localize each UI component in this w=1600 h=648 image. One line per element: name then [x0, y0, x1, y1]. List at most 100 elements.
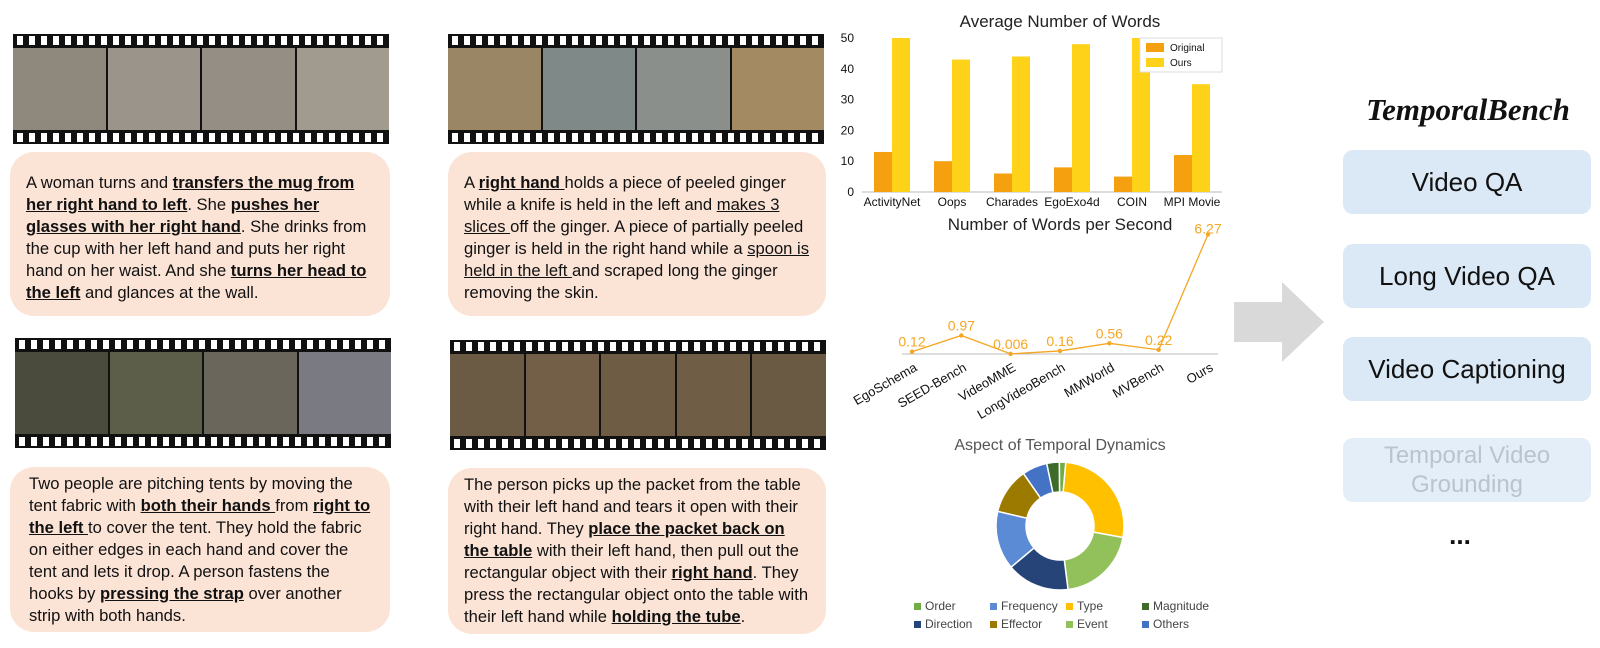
highlighted-phrase: pushes her glasses with her right hand: [26, 195, 320, 236]
more-tasks-ellipsis: ...: [1449, 520, 1471, 550]
data-point: [1205, 232, 1211, 237]
legend-row: Direction Effector Event Others: [914, 615, 1224, 633]
caption-text: over another strip with both hands.: [29, 584, 342, 625]
legend-label: Event: [1077, 617, 1108, 631]
video-frame: [15, 352, 108, 434]
y-tick-label: 10: [841, 154, 855, 168]
highlighted-phrase: spoon is held in the left: [464, 239, 810, 280]
legend-swatch: [1142, 620, 1149, 628]
pie-legend: Order Frequency Type Magnitude Direction Effe…: [914, 597, 1224, 633]
caption-text: . She drinks from the cup with her left …: [26, 217, 367, 280]
legend-item: Effector: [990, 615, 1066, 633]
highlighted-phrase: right hand: [478, 173, 565, 192]
caption-text: and scraped long the ginger removing the…: [464, 261, 778, 302]
highlighted-phrase: right to the left: [29, 496, 371, 537]
bar-original: [994, 173, 1012, 192]
bar-ours: [892, 38, 910, 192]
film-strip-bottom-right: [450, 340, 826, 450]
legend-label: Frequency: [1001, 599, 1058, 613]
line-chart: 0.120.970.006 0.16 0.56 0.226.27EgoSchemaSE…: [851, 220, 1222, 422]
legend-label: Ours: [1170, 58, 1192, 69]
bar-ours: [1132, 38, 1150, 192]
data-point: [1057, 348, 1063, 354]
highlighted-phrase: turns her head to the left: [26, 261, 367, 302]
legend-item: Magnitude: [1142, 597, 1212, 615]
video-frame: [601, 354, 675, 436]
legend-item: Others: [1142, 615, 1212, 633]
legend-swatch: [1066, 620, 1073, 628]
video-frame: [448, 48, 541, 130]
caption-text: to cover the tent. They hold the fabric …: [29, 518, 362, 603]
legend-label: Type: [1077, 599, 1104, 613]
y-tick-label: 40: [841, 62, 855, 76]
caption-text: and glances at the wall.: [80, 283, 259, 302]
video-frame: [676, 354, 751, 436]
pie-slice-type: [1062, 461, 1125, 539]
legend-row: Order Frequency Type Magnitude: [914, 597, 1224, 615]
highlighted-phrase: transfers the mug from her right hand to…: [26, 173, 355, 214]
legend-label: Direction: [925, 617, 973, 631]
pie-chart-title: Aspect of Temporal Dynamics: [954, 437, 1166, 454]
video-frame: [525, 354, 600, 436]
caption-card-top-right: A right hand holds a piece of peeled gin…: [448, 152, 826, 316]
highlighted-phrase: holding the tube: [611, 607, 741, 626]
bar-chart: 0 10 20 30 40 50 ActivityNet Oops Charades EgoExo…: [841, 32, 1223, 209]
caption-text: from: [275, 496, 314, 515]
caption-card-bottom-right: The person picks up the packet from the …: [448, 468, 826, 634]
data-point: [1008, 351, 1013, 357]
bar-ours: [1192, 84, 1210, 192]
legend-item: Type: [1066, 597, 1142, 615]
highlighted-phrase: pressing the strap: [100, 584, 244, 603]
caption-text: . They press the rectangular object onto…: [464, 563, 809, 626]
y-tick-label: 20: [841, 123, 855, 137]
data-label: 6.27: [1194, 220, 1221, 236]
right-arrow-icon: [1234, 282, 1324, 362]
pie-chart: [995, 461, 1125, 591]
film-strip-bottom-left: [15, 338, 391, 448]
legend-swatch: [1066, 602, 1073, 610]
task-temporal-video-grounding: Temporal Video Grounding: [1343, 438, 1591, 502]
video-frame: [752, 354, 826, 436]
x-tick-label: EgoExo4d: [1044, 195, 1099, 209]
x-tick-label: MMWorld: [1061, 360, 1116, 401]
caption-text: off the ginger. A piece of partially pee…: [464, 217, 804, 258]
legend-swatch: [914, 602, 921, 610]
x-tick-label: COIN: [1117, 195, 1147, 209]
pie-slice-order: [1058, 461, 1067, 493]
data-label: 0.006: [993, 336, 1028, 352]
y-tick-label: 50: [841, 32, 855, 45]
highlighted-phrase: right hand: [671, 563, 753, 582]
bar-original: [934, 161, 952, 192]
data-point: [1156, 347, 1161, 353]
highlighted-phrase: both their hands: [140, 496, 276, 515]
x-tick-label: MVBench: [1110, 360, 1166, 401]
legend-swatch: [1146, 43, 1164, 52]
video-frame: [298, 352, 391, 434]
bar-ours: [1012, 56, 1030, 193]
video-frame: [542, 48, 635, 130]
legend-item: Frequency: [990, 597, 1066, 615]
task-long-video-qa: Long Video QA: [1343, 244, 1591, 308]
video-frame: [204, 352, 297, 434]
caption-card-bottom-left: Two people are pitching tents by moving …: [10, 467, 390, 632]
caption-text: The person picks up the packet from the …: [464, 475, 801, 538]
legend-label: Others: [1153, 617, 1190, 631]
video-frame: [109, 352, 202, 434]
data-label: 0.12: [898, 334, 925, 350]
x-tick-label: Ours: [1184, 359, 1216, 386]
legend-swatch: [1142, 602, 1149, 610]
highlighted-phrase: makes 3 slices: [464, 195, 780, 236]
legend-label: Magnitude: [1153, 599, 1210, 613]
legend-label: Order: [925, 599, 956, 613]
film-strip-top-right: [448, 34, 824, 144]
highlighted-phrase: place the packet back on the table: [464, 519, 785, 560]
legend-swatch: [990, 620, 997, 628]
y-tick-label: 0: [847, 185, 854, 199]
y-tick-label: 30: [841, 93, 855, 107]
x-tick-label: ActivityNet: [864, 195, 921, 209]
caption-text: A: [464, 173, 479, 192]
caption-text: . She: [187, 195, 231, 214]
task-video-captioning: Video Captioning: [1343, 337, 1591, 401]
caption-text: holds a piece of peeled ginger while a k…: [464, 173, 786, 214]
data-point: [909, 349, 915, 354]
